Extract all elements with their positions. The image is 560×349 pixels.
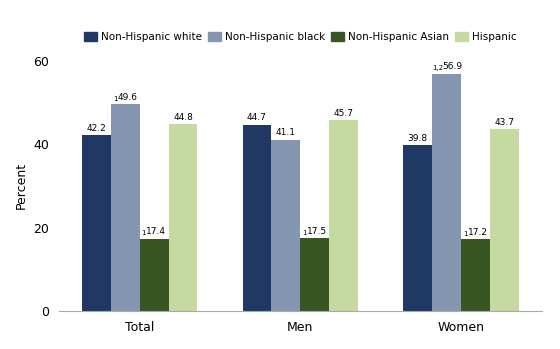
Bar (432, 74, 461, 311)
Text: 1: 1 (463, 231, 468, 237)
Text: 42.2: 42.2 (86, 124, 106, 133)
Text: 43.7: 43.7 (494, 118, 515, 127)
Bar (490, 129, 519, 311)
Text: 56.9: 56.9 (442, 62, 463, 72)
Bar (242, 125, 272, 311)
Bar (403, 145, 432, 311)
Bar (461, 239, 490, 311)
Bar (169, 124, 198, 311)
Text: 17.4: 17.4 (146, 228, 166, 237)
Text: 17.5: 17.5 (307, 227, 327, 236)
Text: 1: 1 (302, 230, 307, 236)
Bar (139, 239, 169, 311)
Text: 17.2: 17.2 (468, 228, 488, 237)
Legend: Non-Hispanic white, Non-Hispanic black, Non-Hispanic Asian, Hispanic: Non-Hispanic white, Non-Hispanic black, … (80, 28, 521, 46)
Text: 44.7: 44.7 (247, 113, 267, 122)
Text: 1: 1 (141, 230, 146, 237)
Text: 44.8: 44.8 (173, 113, 193, 122)
Bar (82, 135, 111, 311)
Text: 49.6: 49.6 (118, 93, 138, 102)
Text: 41.1: 41.1 (276, 128, 296, 138)
Bar (111, 104, 139, 311)
Y-axis label: Percent: Percent (15, 162, 28, 209)
Text: 39.8: 39.8 (408, 134, 428, 143)
Bar (300, 238, 329, 311)
Bar (329, 120, 358, 311)
Text: 1: 1 (113, 96, 118, 102)
Text: 45.7: 45.7 (334, 109, 354, 118)
Bar (272, 140, 300, 311)
Text: 1,2: 1,2 (432, 65, 443, 72)
